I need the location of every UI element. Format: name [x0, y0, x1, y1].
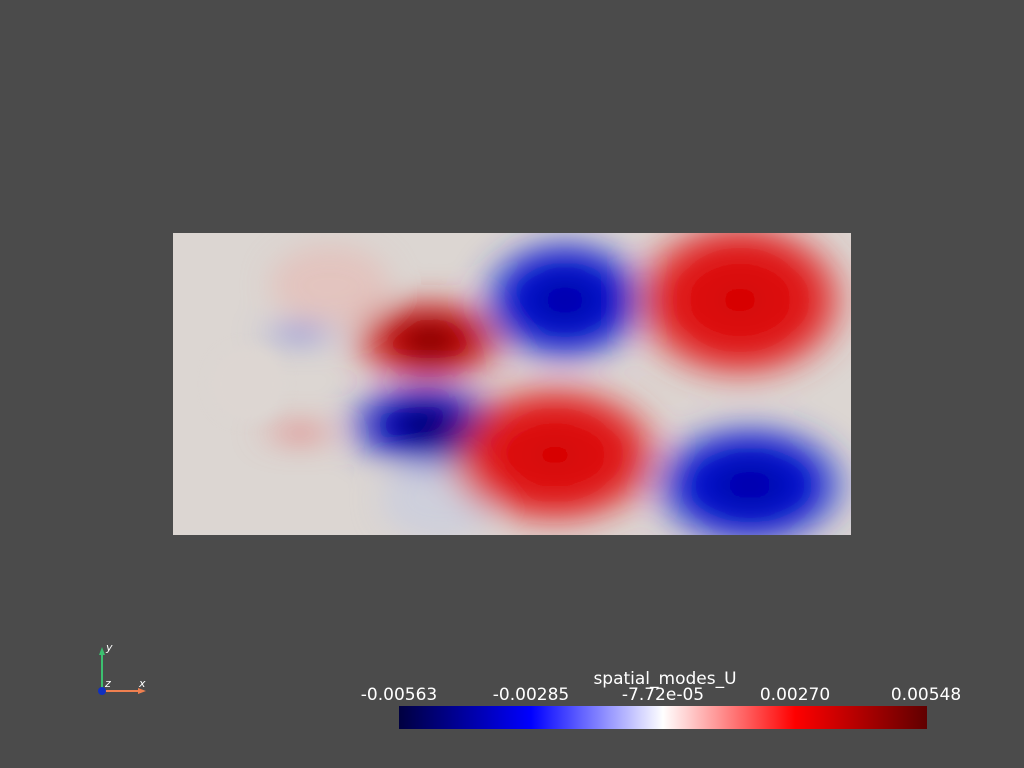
colorbar-tick-label: -0.00285 [493, 685, 569, 705]
colorbar-ticks: -0.00563 -0.00285 -7.72e-05 0.00270 0.00… [361, 685, 961, 705]
axis-label-z: z [104, 677, 111, 690]
axis-label-x: x [138, 677, 146, 690]
colorbar-tick-label: 0.00270 [760, 685, 830, 705]
axis-label-y: y [105, 641, 113, 654]
colorbar [399, 706, 927, 729]
field-render [173, 233, 851, 535]
colorbar-tick-label: -7.72e-05 [622, 685, 704, 705]
colorbar-tick-label: -0.00563 [361, 685, 437, 705]
colorbar-tick-label: 0.00548 [891, 685, 961, 705]
orientation-axes: y z x [98, 641, 146, 695]
colorbar-title: spatial_modes_U [593, 669, 736, 689]
